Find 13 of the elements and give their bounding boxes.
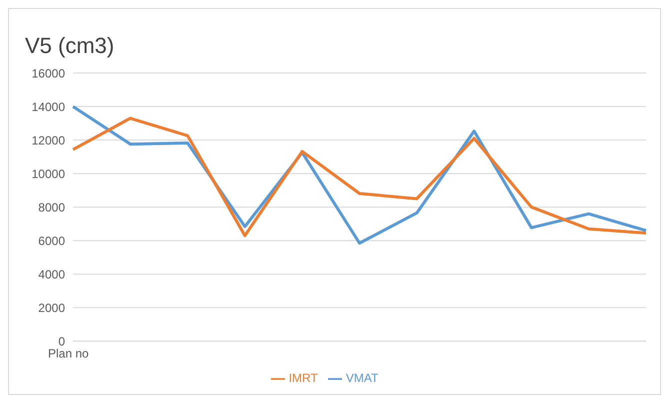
y-tick-label: 2000 bbox=[38, 300, 66, 315]
y-tick-label: 0 bbox=[58, 334, 66, 348]
chart-title: V5 (cm3) bbox=[25, 33, 114, 59]
y-tick-label: 4000 bbox=[38, 267, 66, 282]
y-tick-label: 14000 bbox=[32, 100, 66, 114]
y-tick-label: 16000 bbox=[32, 66, 66, 80]
y-tick-label: 6000 bbox=[38, 234, 66, 248]
y-tick-label: 12000 bbox=[32, 133, 66, 148]
x-tick-label: Plan no bbox=[48, 346, 90, 361]
y-tick-label: 10000 bbox=[32, 166, 66, 181]
legend-label: IMRT bbox=[288, 371, 318, 386]
y-tick-label: 8000 bbox=[38, 200, 66, 214]
legend-label: VMAT bbox=[346, 371, 378, 386]
